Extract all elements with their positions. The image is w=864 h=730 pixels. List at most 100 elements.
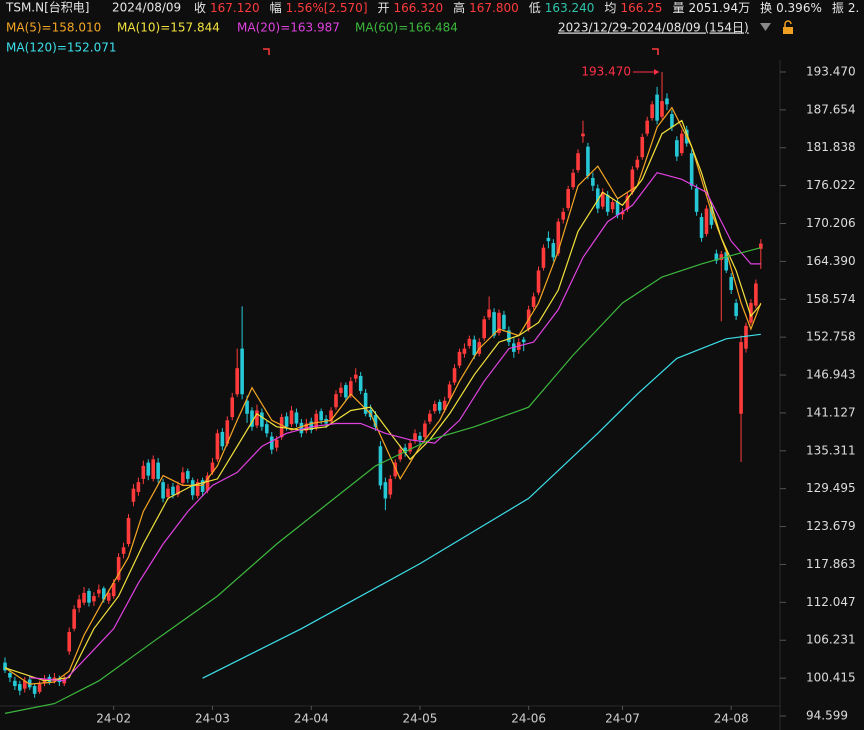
candle-body bbox=[289, 410, 294, 425]
marker bbox=[263, 48, 270, 55]
candle-body bbox=[630, 169, 635, 193]
candle-body bbox=[319, 411, 323, 421]
candle-body bbox=[571, 172, 575, 188]
candle-body bbox=[605, 194, 610, 212]
candle-body bbox=[566, 189, 570, 208]
field-value: 2051.94万 bbox=[688, 1, 750, 15]
candle-body bbox=[423, 423, 427, 438]
y-tick-label: 158.574 bbox=[806, 292, 856, 306]
candle-body bbox=[225, 420, 230, 444]
date-range[interactable]: 2023/12/29-2024/08/09 (154日) bbox=[558, 21, 749, 35]
y-tick-label: 123.679 bbox=[806, 519, 856, 533]
lock-icon[interactable] bbox=[783, 20, 793, 34]
candle-body bbox=[42, 679, 47, 684]
candle-body bbox=[383, 482, 388, 499]
candle-body bbox=[22, 680, 27, 689]
candle-body bbox=[304, 423, 309, 431]
candle-body bbox=[675, 140, 679, 157]
candle-body bbox=[497, 312, 501, 333]
candle-body bbox=[759, 243, 763, 249]
candle-body bbox=[344, 385, 348, 398]
candle-body bbox=[87, 590, 91, 603]
candle-body bbox=[106, 592, 111, 601]
candle-body bbox=[185, 471, 190, 479]
y-tick-label: 106.231 bbox=[806, 633, 856, 647]
candle-body bbox=[437, 402, 442, 411]
candle-body bbox=[373, 415, 378, 427]
candle-body bbox=[610, 202, 615, 210]
date: 2024/08/09 bbox=[112, 1, 181, 15]
candle-body bbox=[250, 410, 254, 427]
candle-body bbox=[724, 252, 729, 271]
ma-line bbox=[29, 172, 761, 682]
candle-body bbox=[694, 188, 699, 212]
candle-body bbox=[161, 482, 165, 499]
candle-body bbox=[210, 462, 215, 473]
candle-body bbox=[230, 397, 235, 418]
quote-fields: 收 167.120 幅 1.56%[2.570] 开 166.320 高 167.800 低 16… bbox=[194, 0, 859, 15]
candle-body bbox=[260, 412, 264, 427]
candle-body bbox=[754, 283, 758, 306]
candle-body bbox=[334, 394, 338, 408]
candle-body bbox=[561, 211, 566, 220]
candle-body bbox=[235, 368, 239, 395]
candle-body bbox=[200, 480, 205, 492]
candle-body bbox=[472, 339, 477, 356]
x-tick-label: 24-04 bbox=[294, 712, 329, 726]
candle-body bbox=[195, 482, 200, 496]
candle-body bbox=[284, 416, 289, 427]
y-tick-label: 129.495 bbox=[806, 481, 856, 495]
y-tick-label: 193.470 bbox=[806, 64, 856, 78]
candle-body bbox=[596, 188, 600, 209]
field-label: 收 bbox=[194, 1, 206, 15]
marker bbox=[652, 48, 659, 55]
candle-body bbox=[176, 485, 180, 495]
candle-body bbox=[457, 351, 462, 366]
x-tick-label: 24-07 bbox=[605, 712, 640, 726]
legend-entry: MA(5)=158.010 bbox=[6, 21, 101, 35]
candle-body bbox=[581, 133, 585, 137]
candle-body bbox=[255, 410, 259, 426]
candle-body bbox=[699, 217, 704, 238]
candle-body bbox=[82, 592, 86, 603]
candle-body bbox=[245, 400, 249, 414]
candle-body bbox=[116, 557, 121, 580]
field-value: 2. bbox=[848, 1, 859, 15]
field-value: 167.120 bbox=[210, 1, 260, 15]
candle-body bbox=[299, 422, 304, 434]
candle-body bbox=[77, 599, 81, 608]
candle-body bbox=[507, 330, 511, 343]
candle-body bbox=[358, 375, 363, 391]
candle-body bbox=[670, 114, 674, 128]
candle-body bbox=[353, 374, 358, 379]
candle-body bbox=[363, 392, 368, 414]
candle-body bbox=[591, 177, 595, 186]
candle-body bbox=[536, 270, 541, 293]
candle-body bbox=[665, 98, 669, 105]
candle-body bbox=[482, 319, 486, 339]
candle-body bbox=[418, 435, 422, 440]
candle-body bbox=[551, 243, 556, 258]
dropdown-arrow[interactable] bbox=[760, 23, 771, 31]
candle-body bbox=[215, 433, 220, 460]
candle-body bbox=[274, 439, 279, 448]
candle-body bbox=[339, 387, 343, 393]
field-value: 1.56%[2.570] bbox=[286, 1, 368, 15]
field-label: 幅 bbox=[270, 0, 282, 15]
y-tick-label: 152.758 bbox=[806, 330, 856, 344]
annotation-arrow bbox=[654, 68, 660, 75]
field-value: 0.396% bbox=[776, 1, 822, 15]
candle-body bbox=[655, 94, 659, 121]
field-label: 均 bbox=[604, 1, 616, 15]
candle-body bbox=[413, 433, 417, 442]
candle-body bbox=[166, 488, 170, 498]
candle-body bbox=[309, 421, 314, 431]
candle-body bbox=[378, 446, 383, 486]
ma-line bbox=[4, 119, 762, 682]
y-tick-label: 94.599 bbox=[806, 709, 848, 723]
ticker: TSM.N[台积电] bbox=[5, 0, 89, 15]
field-value: 167.800 bbox=[469, 1, 519, 15]
candle-body bbox=[625, 195, 630, 210]
